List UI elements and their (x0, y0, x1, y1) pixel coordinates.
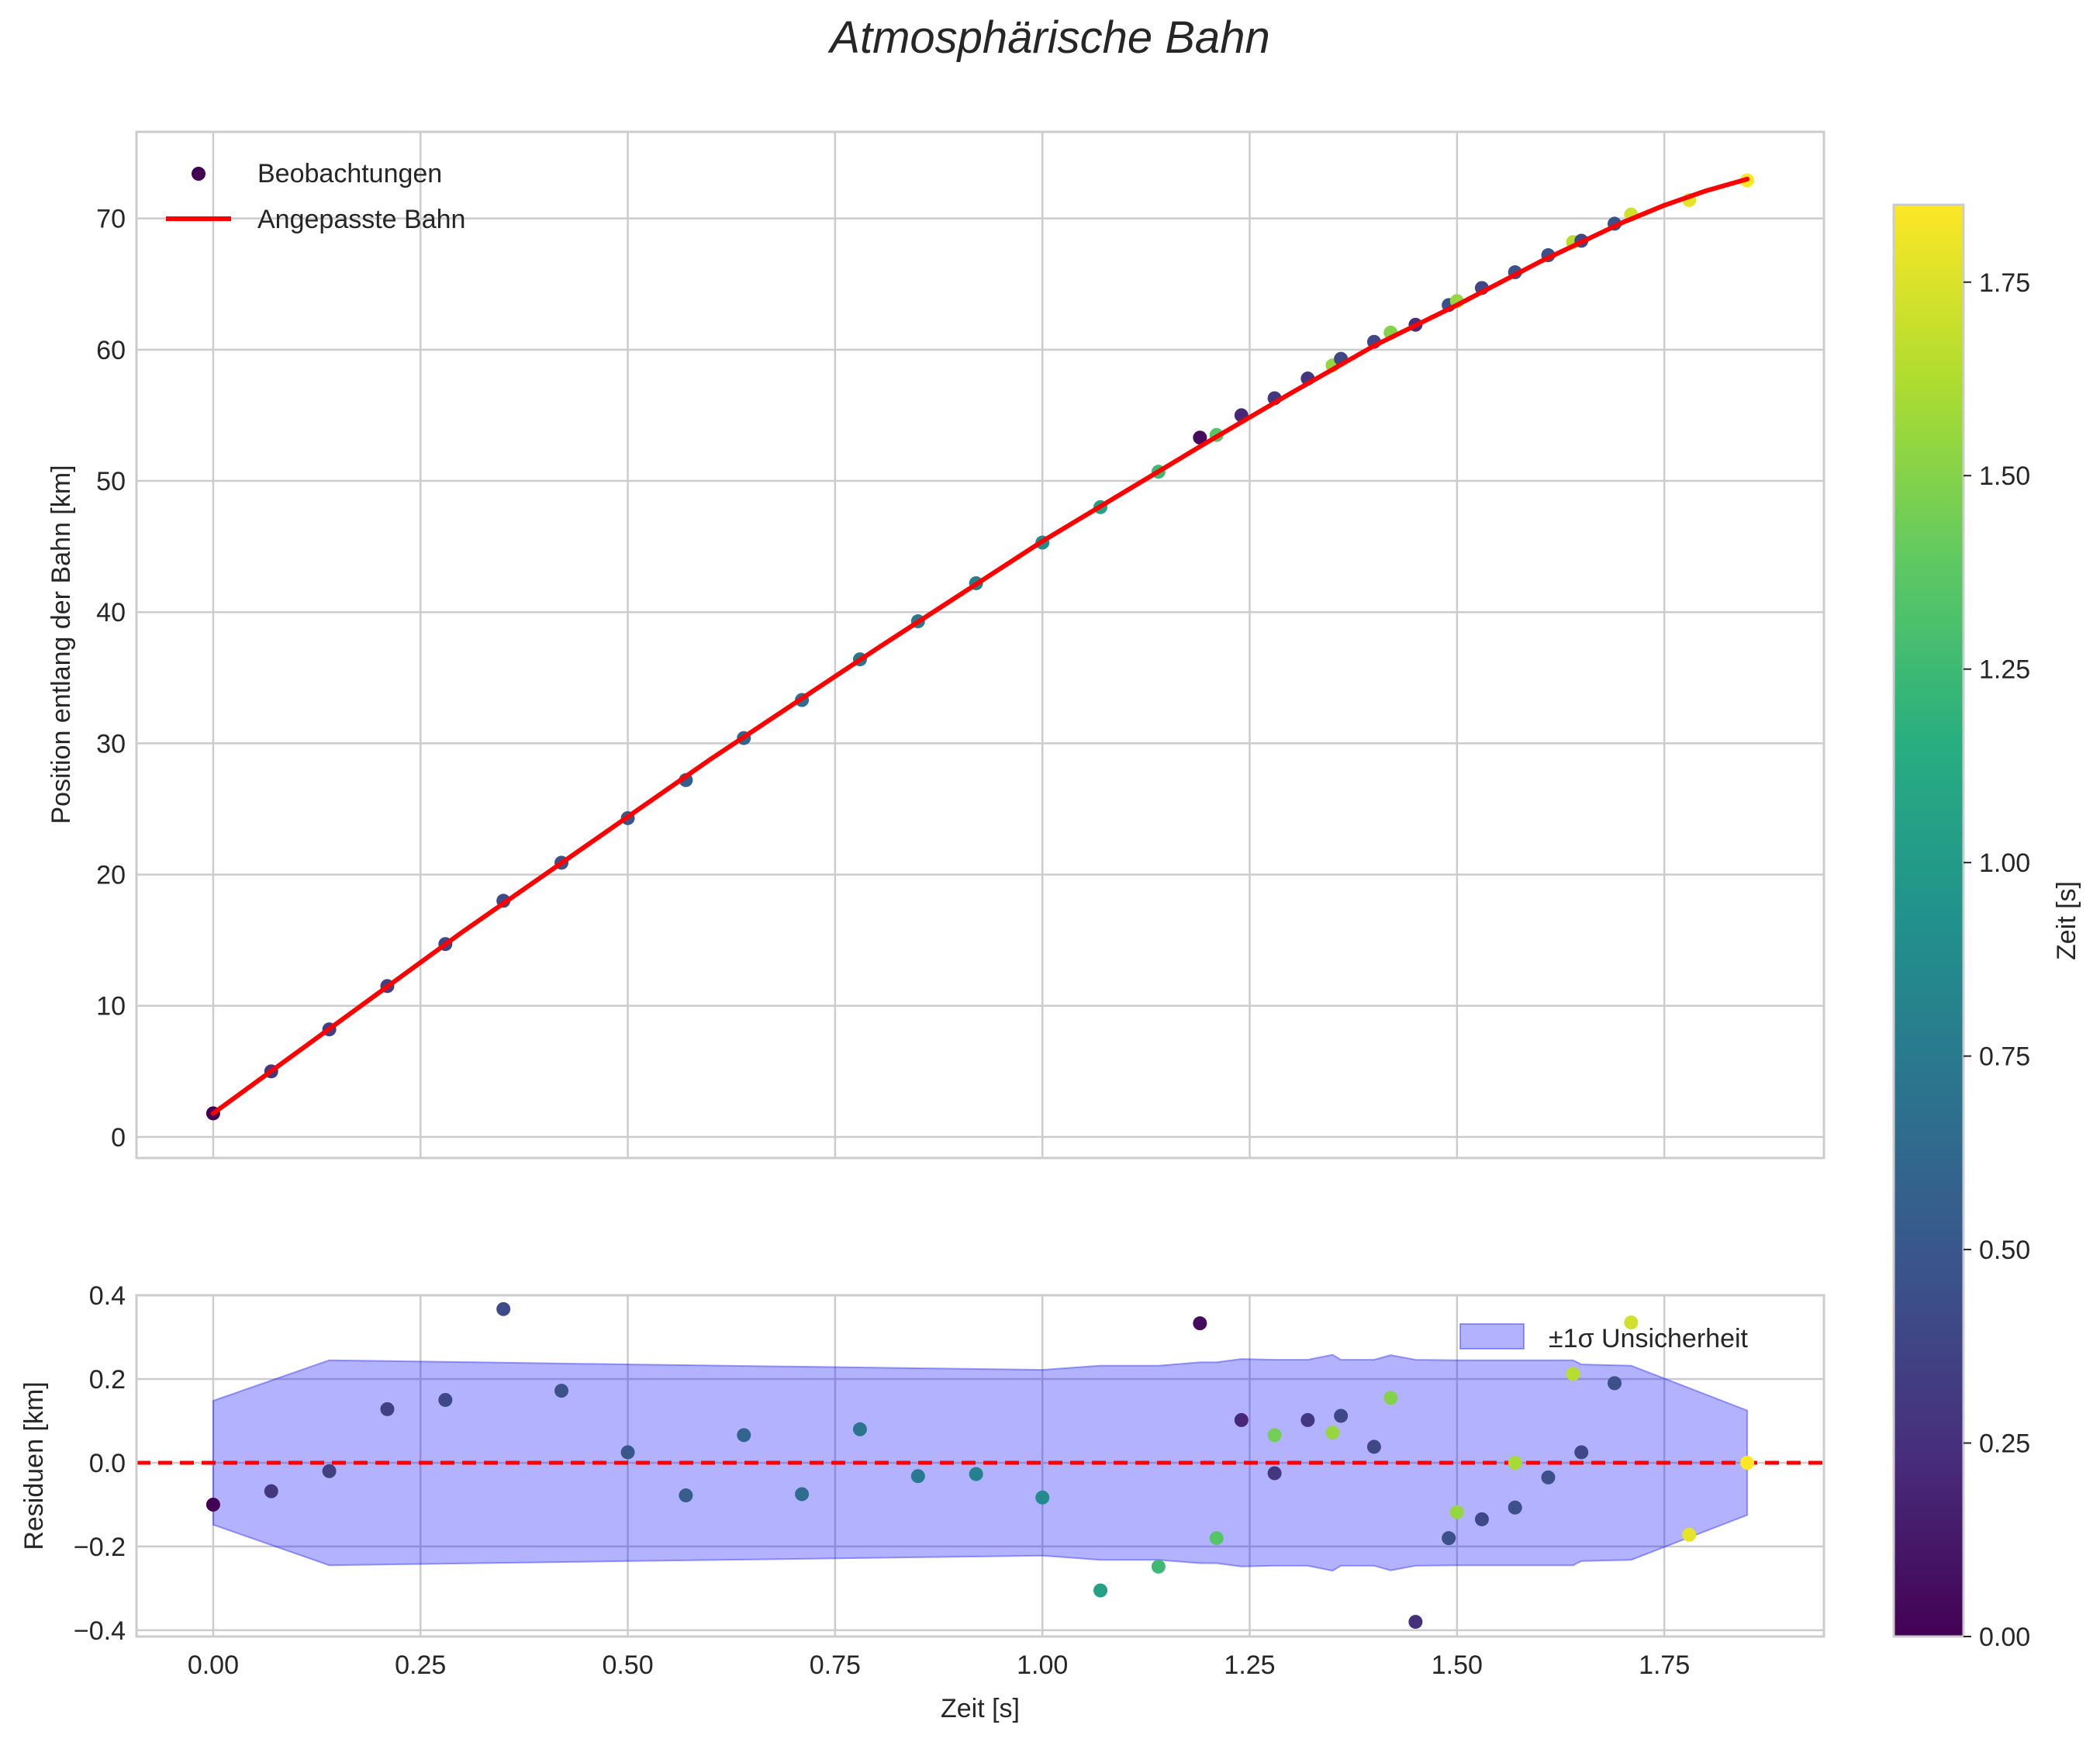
residual-point-4 (438, 1392, 453, 1407)
top-ytick-label-3: 30 (96, 729, 126, 759)
colorbar-tick-label-5: 1.25 (1979, 655, 2030, 685)
top-y-ticks: 0 10 20 30 40 50 60 70 (96, 205, 126, 1153)
legend-label-fit: Angepasste Bahn (257, 205, 465, 234)
residual-point-13 (969, 1467, 983, 1481)
top-ytick-label-7: 70 (96, 205, 126, 234)
residual-point-22 (1300, 1412, 1315, 1427)
residual-point-18 (1209, 1531, 1224, 1546)
bottom-ytick-label-4: 0.4 (89, 1281, 126, 1311)
colorbar-tick-label-7: 1.75 (1979, 268, 2030, 298)
sigma-band (212, 1353, 1749, 1572)
top-ytick-label-5: 50 (96, 467, 126, 496)
bottom-xtick-label-7: 1.75 (1639, 1650, 1690, 1680)
residual-point-36 (1608, 1376, 1622, 1391)
top-ytick-label-0: 0 (111, 1123, 126, 1153)
residual-point-27 (1408, 1615, 1423, 1630)
colorbar-tick-label-3: 0.75 (1979, 1042, 2030, 1072)
residual-point-9 (737, 1428, 751, 1443)
legend-label-observations: Beobachtungen (257, 159, 442, 188)
bottom-ytick-label-1: −0.2 (74, 1533, 126, 1562)
legend-marker-observations (192, 167, 206, 181)
residual-point-3 (380, 1402, 395, 1416)
residual-point-38 (1682, 1527, 1697, 1542)
top-legend: Beobachtungen Angepasste Bahn (166, 159, 465, 234)
residual-point-11 (852, 1422, 867, 1436)
residual-point-33 (1541, 1470, 1556, 1485)
colorbar-ticks: 0.00 0.25 0.50 0.75 1.00 1.25 1.50 1.75 (1964, 268, 2030, 1652)
bottom-spines (135, 1294, 1825, 1638)
residual-point-29 (1449, 1505, 1464, 1519)
bottom-xtick-label-4: 1.00 (1017, 1650, 1068, 1680)
residual-point-2 (322, 1464, 337, 1478)
bottom-ytick-label-3: 0.2 (89, 1365, 126, 1395)
colorbar-tick-label-4: 1.00 (1979, 849, 2030, 878)
residual-point-39 (1740, 1455, 1755, 1470)
residual-points (206, 1301, 1755, 1630)
legend-marker-band (1459, 1323, 1525, 1350)
residual-point-15 (1093, 1583, 1108, 1598)
colorbar-tick-label-0: 0.00 (1979, 1623, 2030, 1652)
residual-point-30 (1474, 1512, 1489, 1526)
residual-point-17 (1193, 1316, 1207, 1331)
top-grid (136, 132, 1824, 1158)
bottom-ytick-label-0: −0.4 (74, 1616, 126, 1646)
fit-line (210, 176, 1750, 1116)
residual-point-23 (1325, 1426, 1340, 1440)
residual-point-31 (1508, 1455, 1522, 1470)
top-plot-area (136, 132, 1824, 1158)
residual-point-24 (1334, 1408, 1349, 1423)
colorbar-tick-label-2: 0.50 (1979, 1236, 2030, 1265)
residual-point-14 (1035, 1490, 1050, 1505)
residual-point-16 (1151, 1559, 1166, 1574)
residual-point-7 (620, 1445, 635, 1460)
colorbar-tick-label-1: 0.25 (1979, 1429, 2030, 1459)
residual-point-28 (1442, 1531, 1456, 1546)
residual-point-34 (1566, 1367, 1580, 1381)
colorbar-gradient (1892, 203, 1965, 1638)
bottom-xtick-label-3: 0.75 (810, 1650, 861, 1680)
residual-point-10 (795, 1487, 810, 1502)
top-ytick-label-4: 40 (96, 598, 126, 627)
bottom-plot-area (136, 1295, 1824, 1637)
bottom-y-ticks: −0.4 −0.2 0.0 0.2 0.4 (74, 1281, 126, 1646)
bottom-xlabel: Zeit [s] (941, 1694, 1020, 1723)
bottom-legend: ±1σ Unsicherheit (1459, 1323, 1749, 1353)
bottom-panel: −0.4 −0.2 0.0 0.2 0.4 0.00 0.25 0.50 0.75 1.00 1.… (19, 1281, 1825, 1723)
legend-label-band: ±1σ Unsicherheit (1549, 1324, 1749, 1353)
residual-point-37 (1624, 1315, 1639, 1330)
colorbar-label: Zeit [s] (2052, 881, 2081, 960)
bottom-xtick-label-1: 0.25 (395, 1650, 446, 1680)
bottom-ytick-label-2: 0.0 (89, 1449, 126, 1478)
colorbar: 0.00 0.25 0.50 0.75 1.00 1.25 1.50 1.75 Zeit [s… (1892, 203, 2081, 1652)
chart-title: Atmosphärische Bahn (827, 12, 1269, 63)
residual-point-1 (264, 1484, 278, 1498)
top-ylabel: Position entlang der Bahn [km] (47, 465, 76, 824)
residual-point-6 (554, 1384, 569, 1398)
residual-point-26 (1383, 1391, 1398, 1405)
residual-point-32 (1508, 1500, 1522, 1515)
residual-point-0 (206, 1497, 220, 1512)
residual-point-5 (496, 1301, 511, 1316)
residual-point-35 (1574, 1445, 1589, 1460)
top-ytick-label-2: 20 (96, 861, 126, 890)
observation-point-17 (1193, 430, 1207, 445)
bottom-ylabel: Residuen [km] (19, 1381, 49, 1550)
top-panel: 0 10 20 30 40 50 60 70 Position entlang der Bah… (47, 130, 1825, 1160)
bottom-xtick-label-2: 0.50 (602, 1650, 653, 1680)
residual-point-21 (1267, 1428, 1282, 1443)
top-ytick-label-6: 60 (96, 336, 126, 365)
top-spines (135, 130, 1825, 1160)
bottom-xtick-label-6: 1.50 (1432, 1650, 1483, 1680)
bottom-x-ticks: 0.00 0.25 0.50 0.75 1.00 1.25 1.50 1.75 (188, 1650, 1690, 1680)
bottom-xtick-label-5: 1.25 (1224, 1650, 1275, 1680)
residual-point-19 (1234, 1412, 1249, 1427)
colorbar-tick-label-6: 1.50 (1979, 461, 2030, 491)
residual-point-8 (679, 1488, 693, 1503)
bottom-xtick-label-0: 0.00 (188, 1650, 239, 1680)
top-ytick-label-1: 10 (96, 992, 126, 1021)
residual-point-12 (910, 1469, 925, 1484)
residual-point-25 (1366, 1440, 1381, 1454)
residual-point-20 (1267, 1466, 1282, 1481)
